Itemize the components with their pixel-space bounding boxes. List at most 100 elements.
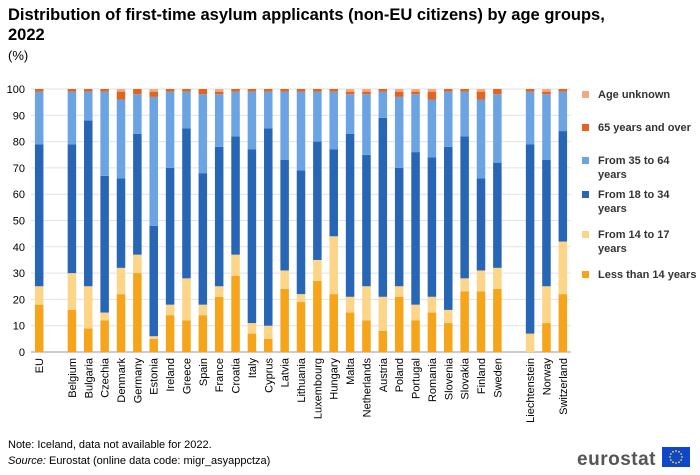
x-tick-label: Denmark — [116, 358, 128, 403]
bar-segment — [264, 128, 273, 326]
bar-segment — [116, 89, 126, 92]
bar-segment — [34, 286, 44, 305]
legend-label: From 18 to 34 years — [598, 189, 670, 215]
bar-segment — [394, 167, 404, 287]
bar-segment — [394, 286, 404, 297]
unit-label: (%) — [8, 48, 29, 63]
bar-segment — [100, 175, 109, 313]
bar-segment — [214, 146, 224, 287]
bar-segment — [280, 270, 289, 289]
bar-segment — [476, 99, 486, 179]
bar-segment — [460, 91, 469, 137]
bar-segment — [116, 267, 126, 295]
legend-swatch — [582, 124, 589, 131]
bar-segment — [149, 338, 158, 352]
bar-segment — [476, 270, 486, 292]
bar-segment — [345, 296, 355, 313]
x-tick-label: Malta — [345, 357, 357, 385]
bar-segment — [476, 291, 486, 352]
x-tick-label: Switzerland — [558, 358, 570, 415]
bar-segment — [149, 89, 158, 92]
bar-segment — [84, 91, 93, 121]
bar-segment — [313, 259, 322, 281]
bar-segment — [67, 309, 77, 352]
bar-segment — [264, 89, 273, 92]
y-tick-label: 0 — [19, 347, 25, 359]
bar-segment — [231, 275, 240, 352]
bar-segment — [84, 89, 93, 92]
x-tick-label: Czechia — [100, 357, 112, 398]
bar-segment — [34, 144, 44, 287]
bar-segment — [411, 304, 420, 321]
bar-segment — [231, 91, 240, 137]
bar-segment — [394, 96, 404, 168]
bar-segment — [313, 91, 322, 142]
bar-segment — [100, 320, 109, 352]
bar-segment — [378, 91, 388, 118]
y-tick-label: 50 — [13, 216, 25, 228]
y-tick-label: 100 — [7, 84, 25, 96]
bar-segment — [460, 278, 469, 292]
y-tick-label: 10 — [13, 321, 25, 333]
x-tick-label: Ireland — [165, 358, 177, 392]
bar-segment — [182, 320, 191, 352]
bar-segment — [182, 128, 191, 279]
bar-segment — [411, 91, 420, 95]
bar-segment — [198, 304, 208, 316]
bar-segment — [362, 286, 371, 321]
bar-segment — [84, 286, 93, 329]
bar-segment — [214, 286, 224, 297]
legend-swatch — [582, 271, 589, 278]
bar-segment — [133, 254, 142, 274]
y-tick-label: 40 — [13, 242, 25, 254]
x-tick-label: Austria — [378, 357, 390, 392]
bar-segment — [296, 302, 306, 352]
bar-segment — [100, 91, 109, 176]
bar-segment — [280, 89, 289, 92]
x-tick-label: Netherlands — [361, 358, 373, 418]
bar-segment — [296, 294, 306, 303]
x-tick-label: Germany — [132, 358, 144, 404]
bar-segment — [133, 133, 142, 255]
x-tick-label: EU — [34, 358, 46, 373]
bar-segment — [427, 89, 437, 92]
bar-segment — [476, 178, 486, 271]
bar-segment — [362, 89, 371, 92]
bar-segment — [264, 91, 273, 129]
bar-segment — [214, 89, 224, 92]
legend-swatch — [582, 91, 589, 98]
bar-segment — [165, 304, 175, 316]
legend-label: From 35 to 64 years — [598, 155, 670, 181]
bar-segment — [345, 133, 355, 297]
bar-segment — [378, 330, 388, 352]
legend-swatch — [582, 191, 589, 198]
bar-segment — [427, 312, 437, 352]
bar-segment — [362, 154, 371, 287]
bar-segment — [394, 89, 404, 92]
bar-segment — [214, 296, 224, 352]
bar-segment — [493, 94, 502, 163]
bar-segment — [84, 120, 93, 287]
bar-segment — [558, 89, 568, 92]
x-tick-label: Hungary — [329, 358, 341, 400]
bar-segment — [345, 91, 355, 95]
bar-segment — [329, 149, 338, 237]
bar-segment — [313, 141, 322, 260]
bar-segment — [542, 91, 551, 95]
bar-segment — [214, 91, 224, 95]
bar-segment — [427, 91, 437, 100]
x-tick-label: Cyprus — [263, 358, 275, 393]
y-tick-label: 30 — [13, 268, 25, 280]
bar-segment — [198, 89, 208, 95]
bar-segment — [525, 91, 535, 145]
bar-segment — [34, 89, 44, 92]
bar-segment — [165, 315, 175, 352]
bar-segment — [362, 320, 371, 352]
logo-text: eurostat — [577, 449, 656, 470]
bar-segment — [444, 146, 453, 310]
bar-segment — [165, 167, 175, 305]
x-tick-label: Luxembourg — [312, 358, 324, 419]
bar-segment — [67, 91, 77, 145]
bar-segment — [394, 91, 404, 97]
x-tick-label: Slovakia — [460, 357, 472, 399]
